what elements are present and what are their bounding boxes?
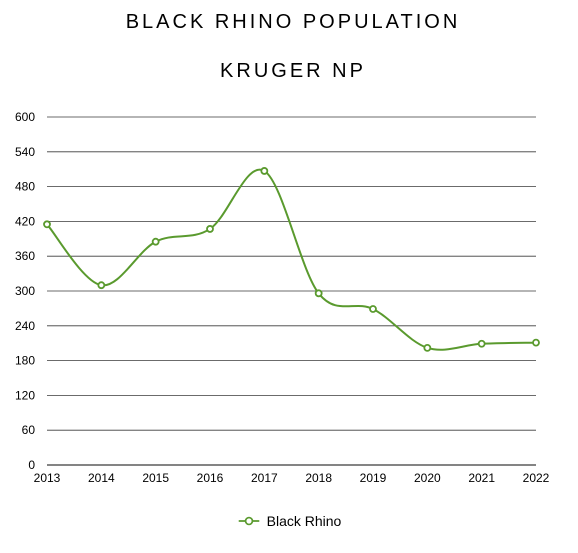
- data-point-2013: [43, 220, 51, 229]
- y-tick-label: 0: [28, 458, 35, 472]
- x-tick-label: 2017: [251, 471, 278, 485]
- y-tick-label: 300: [15, 284, 35, 298]
- data-point-2015: [151, 237, 160, 246]
- chart-title-line-1: BLACK RHINO POPULATION: [125, 11, 461, 33]
- x-tick-label: 2016: [197, 471, 224, 485]
- y-tick-label: 180: [15, 354, 35, 368]
- chart-title-line-2: KRUGER NP: [220, 60, 366, 82]
- x-tick-label: 2020: [414, 471, 441, 485]
- data-point-2018: [314, 289, 323, 298]
- data-point-2016: [206, 225, 214, 233]
- y-tick-label: 540: [15, 145, 35, 159]
- x-tick-label: 2019: [360, 471, 387, 485]
- legend: Black Rhino: [0, 513, 578, 529]
- y-tick-label: 420: [15, 214, 35, 228]
- y-tick-label: 360: [15, 249, 35, 263]
- x-tick-label: 2022: [523, 471, 550, 485]
- x-tick-label: 2014: [88, 471, 115, 485]
- series-line-black-rhino: [46, 168, 537, 351]
- y-tick-label: 480: [15, 180, 35, 194]
- legend-label: Black Rhino: [266, 513, 342, 529]
- x-tick-label: 2013: [34, 471, 61, 485]
- x-tick-label: 2021: [468, 471, 495, 485]
- x-axis-ticks: 2013 2014 2015 2016 2017 2018 2019 2020 2021 2022: [34, 471, 550, 485]
- gridlines: [47, 116, 536, 466]
- y-tick-label: 240: [15, 319, 35, 333]
- data-point-2020: [423, 343, 432, 352]
- legend-marker-icon: [238, 516, 259, 526]
- y-tick-label: 60: [22, 423, 36, 437]
- x-tick-label: 2015: [142, 471, 169, 485]
- legend-item-black-rhino: Black Rhino: [237, 513, 342, 529]
- series-layer: [43, 167, 540, 352]
- y-axis-ticks: 0 60 120 180 240 300 360 420 480 540 600: [15, 110, 35, 472]
- x-tick-label: 2018: [305, 471, 332, 485]
- y-tick-label: 120: [15, 388, 35, 402]
- data-point-2014: [97, 281, 106, 290]
- data-point-2019: [369, 305, 377, 313]
- data-point-2021: [477, 339, 486, 348]
- y-tick-label: 600: [15, 110, 35, 124]
- data-point-2022: [532, 338, 540, 347]
- data-point-2017: [260, 167, 269, 175]
